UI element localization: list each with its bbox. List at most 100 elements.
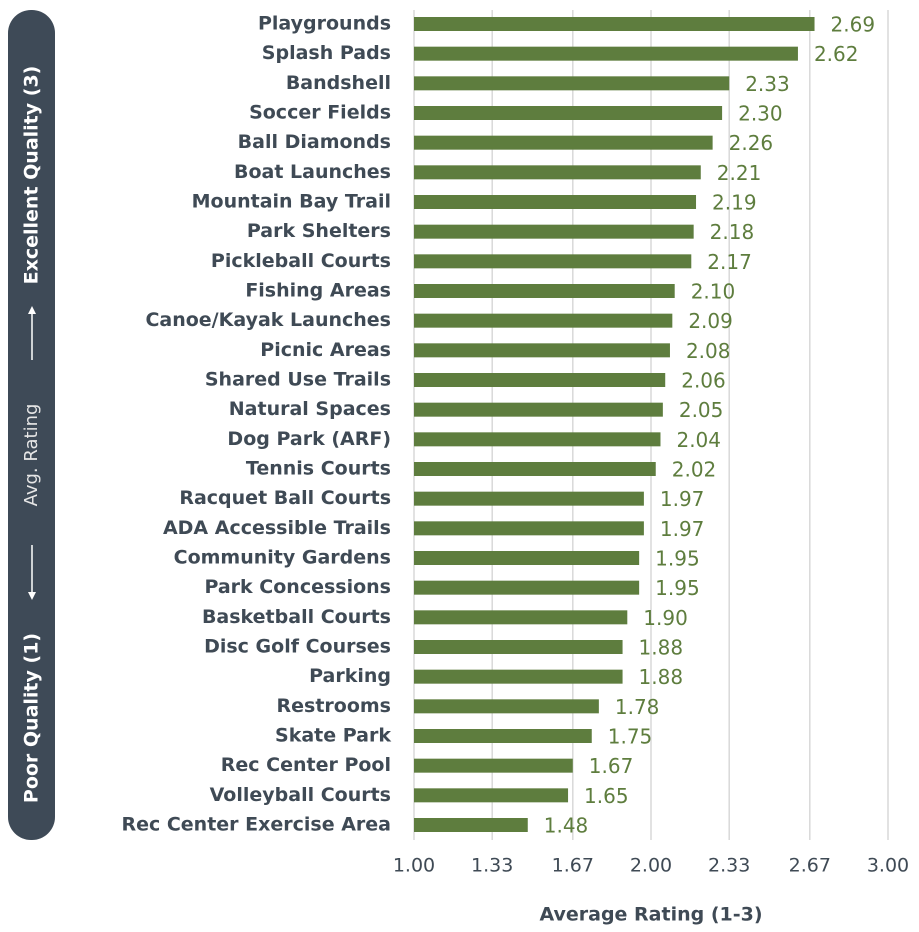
x-axis-label: Average Rating (1-3) (539, 904, 762, 926)
y-tick-label: Playgrounds (258, 13, 391, 35)
value-label: 2.18 (710, 220, 755, 244)
value-label: 2.04 (676, 428, 721, 452)
value-label: 2.62 (814, 42, 859, 66)
value-label: 1.97 (660, 487, 705, 511)
x-tick-label: 3.00 (867, 855, 909, 877)
bar (414, 165, 701, 180)
bar (414, 818, 528, 832)
y-tick-label: Bandshell (286, 72, 391, 94)
bar (414, 254, 692, 269)
value-label: 1.75 (608, 725, 653, 749)
bar (414, 699, 599, 714)
bar (414, 788, 569, 803)
y-tick-label: Pickleball Courts (211, 250, 391, 272)
x-tick-label: 2.00 (630, 855, 672, 877)
y-tick-label: Basketball Courts (202, 606, 391, 628)
value-label: 1.48 (544, 814, 589, 838)
y-axis-pill (8, 10, 55, 840)
bar (414, 402, 663, 417)
value-label: 1.65 (584, 784, 629, 808)
value-label: 1.90 (643, 606, 688, 630)
x-tick-label: 1.33 (471, 855, 513, 877)
bar (414, 551, 640, 565)
y-label-high: Excellent Quality (3) (21, 66, 43, 285)
bar (414, 46, 798, 61)
value-label: 1.95 (655, 576, 700, 600)
bar (414, 580, 640, 595)
y-tick-label: Mountain Bay Trail (192, 191, 391, 213)
bar (414, 284, 675, 298)
y-tick-label: Picnic Areas (260, 339, 391, 361)
bar (414, 521, 644, 536)
y-tick-label: Shared Use Trails (205, 369, 391, 391)
value-label: 2.17 (707, 250, 752, 274)
y-label-mid: Avg. Rating (21, 404, 42, 507)
value-label: 1.67 (589, 754, 634, 778)
arrow-head (28, 592, 36, 600)
arrow-head (28, 306, 36, 314)
y-tick-label: Natural Spaces (229, 398, 391, 420)
bar (414, 76, 730, 91)
x-tick-label: 1.00 (393, 855, 435, 877)
y-tick-label: Volleyball Courts (210, 784, 391, 806)
x-tick-label: 1.67 (552, 855, 594, 877)
bar (414, 491, 644, 506)
y-tick-label: Boat Launches (234, 161, 391, 183)
y-tick-label: Tennis Courts (246, 458, 391, 480)
value-label: 1.97 (660, 517, 705, 541)
y-tick-label: ADA Accessible Trails (163, 517, 391, 539)
value-label: 2.30 (738, 102, 783, 126)
y-tick-label: Restrooms (277, 695, 392, 717)
y-label-low: Poor Quality (1) (21, 633, 43, 803)
value-label: 2.06 (681, 369, 726, 393)
bar (414, 610, 628, 625)
bar (414, 195, 697, 209)
value-label: 1.95 (655, 547, 700, 571)
y-tick-label: Skate Park (275, 725, 391, 747)
value-label: 2.08 (686, 339, 731, 363)
value-label: 2.26 (729, 131, 774, 155)
value-label: 1.78 (615, 695, 660, 719)
bar (414, 224, 694, 239)
y-tick-label: Racquet Ball Courts (179, 487, 391, 509)
y-tick-label: Park Concessions (204, 576, 391, 598)
y-tick-label: Fishing Areas (245, 280, 391, 302)
x-tick-label: 2.67 (789, 855, 831, 877)
bar (414, 17, 815, 31)
bar (414, 669, 623, 684)
bar (414, 106, 723, 120)
value-label: 2.05 (679, 398, 724, 422)
bar (414, 313, 673, 328)
y-tick-label: Splash Pads (262, 42, 391, 64)
value-label: 2.19 (712, 191, 757, 215)
bar (414, 462, 656, 476)
value-label: 2.21 (717, 161, 762, 185)
y-tick-label: Dog Park (ARF) (227, 428, 391, 450)
value-label: 1.88 (639, 636, 684, 660)
value-label: 2.09 (688, 309, 733, 333)
value-label: 1.88 (639, 665, 684, 689)
bar (414, 432, 661, 447)
value-label: 2.02 (672, 458, 717, 482)
y-tick-label: Rec Center Pool (221, 754, 391, 776)
y-tick-label: Park Shelters (247, 220, 391, 242)
value-label: 2.69 (831, 13, 876, 37)
x-tick-label: 2.33 (708, 855, 750, 877)
y-tick-label: Community Gardens (174, 547, 391, 569)
bar (414, 729, 592, 743)
y-tick-label: Parking (309, 665, 391, 687)
bar (414, 135, 713, 150)
y-tick-label: Rec Center Exercise Area (121, 814, 391, 836)
value-label: 2.10 (691, 280, 736, 304)
bar (414, 758, 573, 773)
y-axis-labels: Poor Quality (1) Avg. Rating Excellent Q… (21, 66, 43, 803)
y-tick-label: Ball Diamonds (238, 131, 391, 153)
y-tick-label: Canoe/Kayak Launches (145, 309, 391, 331)
value-label: 2.33 (745, 72, 790, 96)
y-tick-label: Disc Golf Courses (204, 636, 391, 658)
y-tick-label: Soccer Fields (249, 102, 391, 124)
bar (414, 373, 666, 387)
bar (414, 640, 623, 654)
bar (414, 343, 670, 358)
